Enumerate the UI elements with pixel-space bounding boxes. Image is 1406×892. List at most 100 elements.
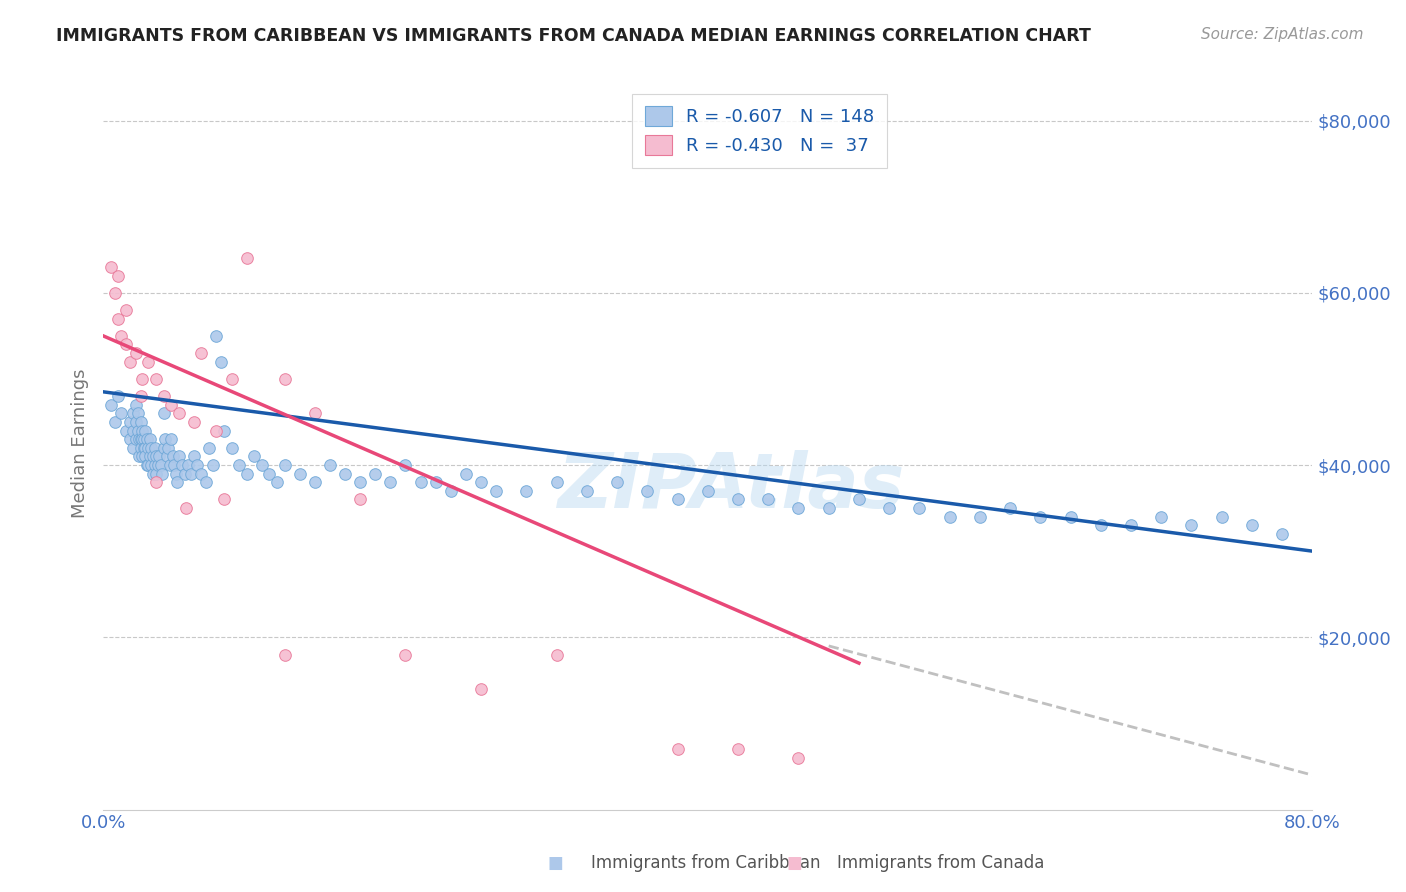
Point	[122, 424, 145, 438]
Point	[122, 406, 145, 420]
Point	[202, 458, 225, 472]
Point	[1211, 509, 1233, 524]
Text: Immigrants from Caribbean: Immigrants from Caribbean	[591, 855, 820, 872]
Point	[696, 483, 718, 498]
Point	[666, 742, 689, 756]
Point	[107, 311, 129, 326]
Point	[157, 441, 180, 455]
Point	[167, 406, 190, 420]
Point	[273, 648, 295, 662]
Point	[142, 450, 165, 464]
Point	[228, 458, 250, 472]
Point	[110, 406, 132, 420]
Point	[100, 260, 122, 274]
Point	[575, 483, 598, 498]
Point	[177, 458, 200, 472]
Point	[209, 354, 232, 368]
Point	[110, 328, 132, 343]
Point	[160, 398, 183, 412]
Point	[152, 406, 174, 420]
Point	[127, 424, 149, 438]
Point	[212, 492, 235, 507]
Point	[243, 450, 266, 464]
Text: ZIPAtlas: ZIPAtlas	[558, 450, 905, 524]
Point	[162, 450, 184, 464]
Point	[149, 458, 172, 472]
Point	[100, 398, 122, 412]
Point	[104, 285, 127, 300]
Point	[1059, 509, 1081, 524]
Point	[190, 467, 212, 481]
Point	[127, 406, 149, 420]
Point	[194, 475, 217, 490]
Point	[104, 415, 127, 429]
Point	[515, 483, 537, 498]
Point	[380, 475, 402, 490]
Point	[546, 475, 568, 490]
Point	[998, 501, 1021, 516]
Legend: R = -0.607   N = 148, R = -0.430   N =  37: R = -0.607 N = 148, R = -0.430 N = 37	[633, 94, 887, 168]
Point	[319, 458, 342, 472]
Point	[1150, 509, 1173, 524]
Point	[908, 501, 931, 516]
Point	[636, 483, 658, 498]
Point	[143, 458, 166, 472]
Point	[160, 432, 183, 446]
Point	[470, 475, 492, 490]
Point	[394, 458, 416, 472]
Point	[304, 475, 326, 490]
Point	[145, 467, 167, 481]
Text: Source: ZipAtlas.com: Source: ZipAtlas.com	[1201, 27, 1364, 42]
Point	[756, 492, 779, 507]
Point	[107, 389, 129, 403]
Point	[129, 441, 152, 455]
Point	[145, 372, 167, 386]
Point	[485, 483, 508, 498]
Point	[250, 458, 273, 472]
Point	[145, 475, 167, 490]
Point	[139, 432, 162, 446]
Point	[125, 432, 148, 446]
Point	[120, 354, 142, 368]
Point	[198, 441, 221, 455]
Point	[333, 467, 356, 481]
Point	[132, 432, 155, 446]
Point	[167, 450, 190, 464]
Point	[273, 372, 295, 386]
Point	[1029, 509, 1052, 524]
Point	[546, 648, 568, 662]
Point	[143, 441, 166, 455]
Point	[134, 441, 156, 455]
Point	[125, 398, 148, 412]
Point	[138, 441, 160, 455]
Point	[146, 458, 169, 472]
Point	[138, 354, 160, 368]
Point	[205, 424, 228, 438]
Point	[125, 415, 148, 429]
Point	[145, 450, 167, 464]
Point	[235, 467, 257, 481]
Point	[152, 441, 174, 455]
Point	[454, 467, 477, 481]
Point	[938, 509, 960, 524]
Point	[470, 681, 492, 696]
Point	[114, 337, 136, 351]
Point	[128, 450, 150, 464]
Point	[150, 467, 173, 481]
Point	[817, 501, 839, 516]
Point	[129, 415, 152, 429]
Point	[425, 475, 447, 490]
Point	[190, 346, 212, 360]
Point	[787, 751, 810, 765]
Point	[114, 303, 136, 318]
Point	[440, 483, 463, 498]
Point	[141, 441, 163, 455]
Point	[848, 492, 870, 507]
Point	[166, 475, 188, 490]
Point	[159, 458, 181, 472]
Point	[142, 467, 165, 481]
Point	[114, 424, 136, 438]
Text: IMMIGRANTS FROM CARIBBEAN VS IMMIGRANTS FROM CANADA MEDIAN EARNINGS CORRELATION : IMMIGRANTS FROM CARIBBEAN VS IMMIGRANTS …	[56, 27, 1091, 45]
Point	[183, 450, 205, 464]
Point	[1090, 518, 1112, 533]
